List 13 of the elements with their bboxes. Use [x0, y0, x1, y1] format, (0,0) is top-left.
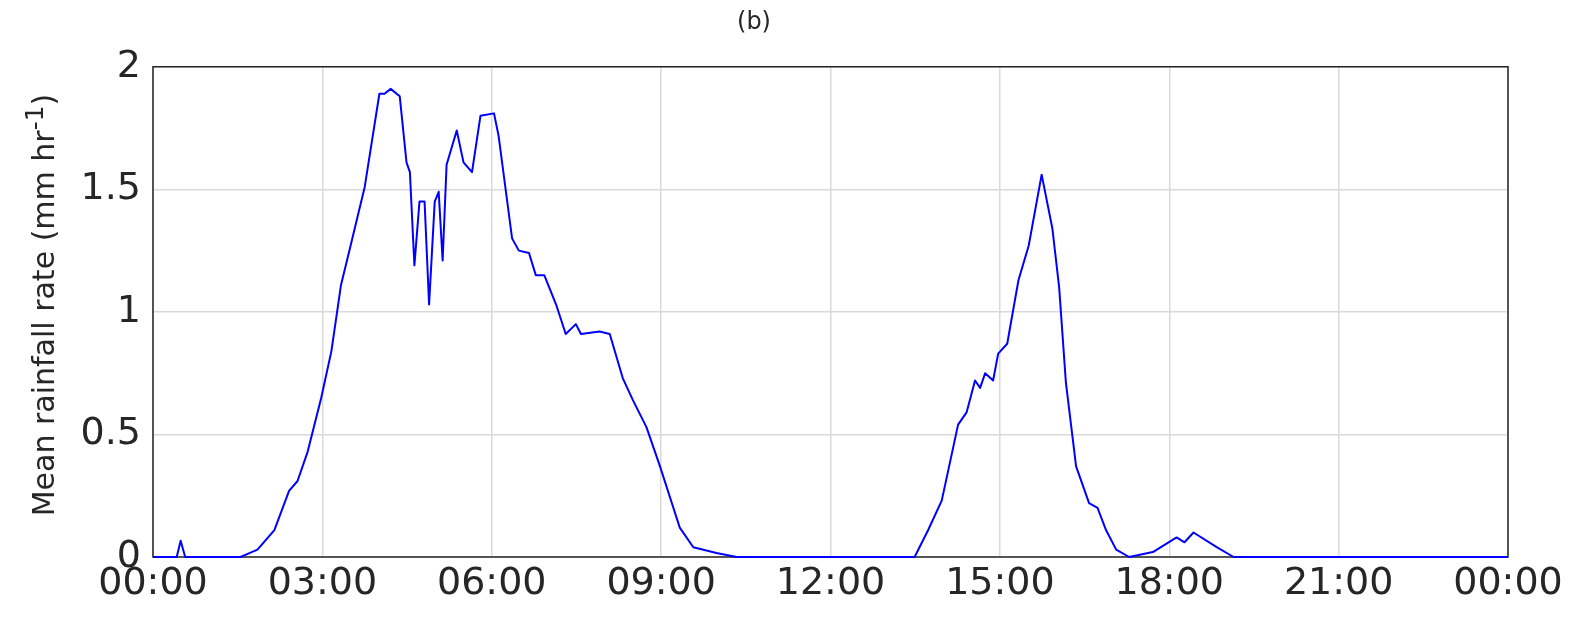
- x-tick-label: 18:00: [1114, 558, 1225, 603]
- x-tick-label: 03:00: [267, 558, 378, 603]
- y-tick-label: 1.5: [80, 164, 141, 209]
- x-tick-label: 12:00: [775, 558, 886, 603]
- chart-title: (b): [737, 6, 771, 35]
- y-tick-label: 2: [116, 41, 141, 86]
- x-tick-label: 09:00: [606, 558, 716, 603]
- x-tick-label: 15:00: [945, 558, 1055, 603]
- y-tick-label: 1: [116, 286, 141, 331]
- y-tick-label: 0.5: [80, 409, 141, 454]
- x-tick-label: 06:00: [436, 558, 547, 603]
- x-tick-label: 00:00: [1453, 558, 1563, 603]
- x-tick-label: 21:00: [1283, 558, 1394, 603]
